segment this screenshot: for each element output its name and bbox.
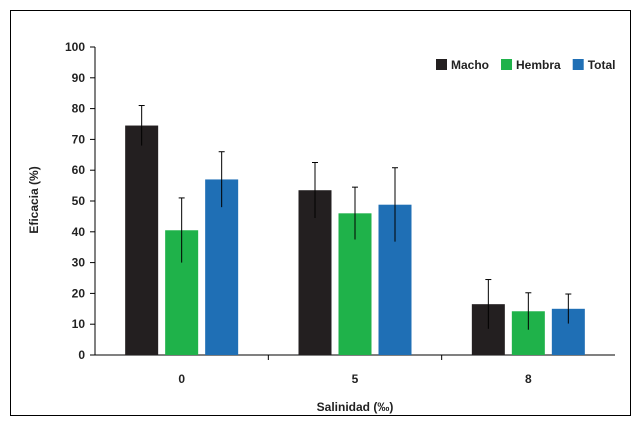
x-tick-label: 5 bbox=[352, 372, 359, 386]
x-axis-title: Salinidad (‰) bbox=[317, 400, 394, 414]
y-tick-label: 40 bbox=[72, 225, 86, 239]
bar-macho-0 bbox=[125, 125, 159, 355]
x-tick-label: 0 bbox=[178, 372, 185, 386]
y-tick-label: 80 bbox=[72, 102, 86, 116]
legend-label-macho: Macho bbox=[451, 58, 489, 72]
plot-area: 0 10 20 30 40 50 60 70 80 90 100 0 5 8 bbox=[65, 40, 615, 386]
legend-swatch-hembra bbox=[501, 59, 513, 70]
y-tick-label: 100 bbox=[65, 40, 85, 54]
legend: Macho Hembra Total bbox=[436, 58, 615, 72]
bar-total-0 bbox=[205, 179, 239, 355]
x-tick-label: 8 bbox=[525, 372, 532, 386]
legend-swatch-macho bbox=[436, 59, 447, 70]
y-tick-label: 0 bbox=[78, 348, 85, 362]
y-tick-label: 90 bbox=[72, 71, 86, 85]
y-tick-label: 50 bbox=[72, 194, 86, 208]
y-axis-title: Eficacia (%) bbox=[27, 166, 41, 233]
y-tick-label: 20 bbox=[72, 286, 86, 300]
legend-swatch-total bbox=[572, 59, 584, 70]
y-tick-label: 30 bbox=[72, 256, 86, 270]
legend-label-hembra: Hembra bbox=[516, 58, 561, 72]
y-tick-label: 60 bbox=[72, 163, 86, 177]
legend-label-total: Total bbox=[588, 58, 616, 72]
y-tick-label: 10 bbox=[72, 317, 86, 331]
y-tick-label: 70 bbox=[72, 132, 86, 146]
